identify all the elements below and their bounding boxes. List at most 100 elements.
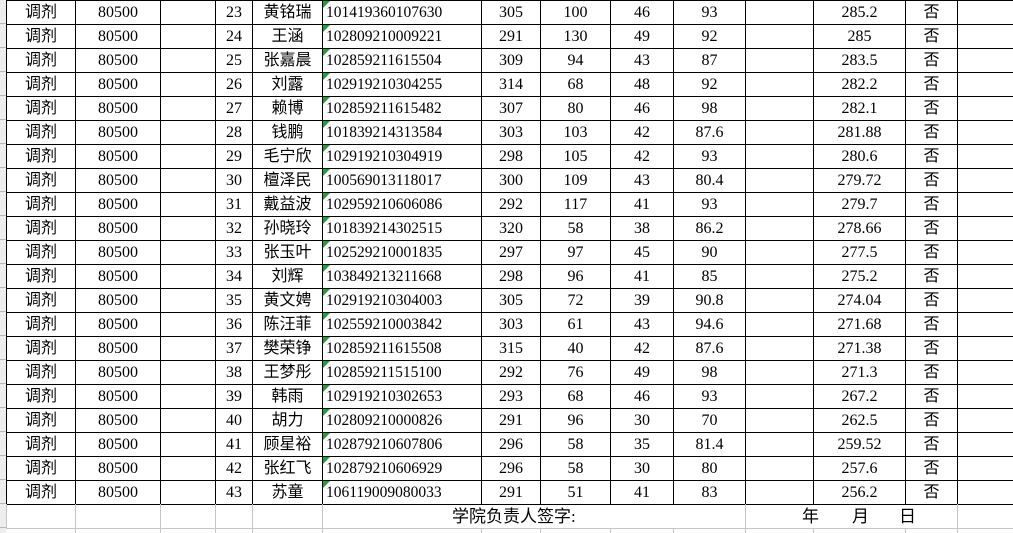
cell-rank[interactable]: 23: [215, 0, 253, 25]
cell-candidate-id[interactable]: 102859211615504: [322, 48, 482, 73]
cell-blank-a[interactable]: [160, 24, 216, 49]
cell-total-score[interactable]: 285: [813, 24, 906, 49]
cell-candidate-id[interactable]: 101419360107630: [322, 0, 482, 25]
cell-score-written[interactable]: 103: [540, 120, 611, 145]
cell-total-score[interactable]: 271.38: [813, 336, 906, 361]
cell-blank-c[interactable]: [957, 288, 1013, 313]
cell-blank-b[interactable]: [745, 336, 814, 361]
cell-major-code[interactable]: 80500: [75, 96, 161, 121]
cell-name[interactable]: 胡力: [252, 408, 323, 433]
cell-score-b[interactable]: 49: [610, 24, 674, 49]
cell-category[interactable]: 调剂: [6, 48, 76, 73]
cell-score-written[interactable]: 68: [540, 384, 611, 409]
cell-score-b[interactable]: 42: [610, 120, 674, 145]
cell-admitted-flag[interactable]: 否: [905, 312, 958, 337]
cell-blank-b[interactable]: [745, 360, 814, 385]
cell-blank-c[interactable]: [957, 168, 1013, 193]
cell-major-code[interactable]: 80500: [75, 264, 161, 289]
cell-blank-c[interactable]: [957, 480, 1013, 505]
cell-total-score[interactable]: 278.66: [813, 216, 906, 241]
cell-blank-b[interactable]: [745, 216, 814, 241]
cell-blank-a[interactable]: [160, 456, 216, 481]
cell-total-score[interactable]: 279.72: [813, 168, 906, 193]
cell-score-interview[interactable]: 92: [673, 24, 746, 49]
cell-score-b[interactable]: 43: [610, 48, 674, 73]
cell-admitted-flag[interactable]: 否: [905, 288, 958, 313]
cell-admitted-flag[interactable]: 否: [905, 408, 958, 433]
cell-blank-c[interactable]: [957, 456, 1013, 481]
cell-total-score[interactable]: 282.2: [813, 72, 906, 97]
cell-name[interactable]: 张红飞: [252, 456, 323, 481]
cell-candidate-id[interactable]: 102919210302653: [322, 384, 482, 409]
cell-score-initial[interactable]: 320: [481, 216, 541, 241]
cell-blank-b[interactable]: [745, 432, 814, 457]
cell-blank-a[interactable]: [160, 120, 216, 145]
cell-major-code[interactable]: 80500: [75, 408, 161, 433]
cell-major-code[interactable]: 80500: [75, 0, 161, 25]
cell-score-written[interactable]: 80: [540, 96, 611, 121]
cell-score-b[interactable]: 30: [610, 408, 674, 433]
cell-score-initial[interactable]: 298: [481, 264, 541, 289]
cell-admitted-flag[interactable]: 否: [905, 432, 958, 457]
cell-major-code[interactable]: 80500: [75, 288, 161, 313]
cell-category[interactable]: 调剂: [6, 240, 76, 265]
cell-blank-c[interactable]: [957, 216, 1013, 241]
cell-rank[interactable]: 36: [215, 312, 253, 337]
cell-score-initial[interactable]: 292: [481, 192, 541, 217]
cell-score-interview[interactable]: 83: [673, 480, 746, 505]
year-label[interactable]: 年: [802, 507, 819, 526]
cell-total-score[interactable]: 267.2: [813, 384, 906, 409]
cell-rank[interactable]: 43: [215, 480, 253, 505]
cell-major-code[interactable]: 80500: [75, 48, 161, 73]
cell-name[interactable]: 张玉叶: [252, 240, 323, 265]
cell-blank-a[interactable]: [160, 336, 216, 361]
cell-blank-c[interactable]: [957, 360, 1013, 385]
cell-score-b[interactable]: 48: [610, 72, 674, 97]
cell-score-b[interactable]: 42: [610, 144, 674, 169]
cell-blank-c[interactable]: [957, 96, 1013, 121]
cell-admitted-flag[interactable]: 否: [905, 24, 958, 49]
cell-score-initial[interactable]: 292: [481, 360, 541, 385]
cell-score-written[interactable]: 58: [540, 216, 611, 241]
cell-score-b[interactable]: 30: [610, 456, 674, 481]
cell-blank-a[interactable]: [160, 144, 216, 169]
signature-label[interactable]: 学院负责人签字:: [452, 507, 576, 526]
cell-score-interview[interactable]: 86.2: [673, 216, 746, 241]
cell-name[interactable]: 刘辉: [252, 264, 323, 289]
cell-score-initial[interactable]: 314: [481, 72, 541, 97]
cell-blank-b[interactable]: [745, 0, 814, 25]
cell-score-interview[interactable]: 85: [673, 264, 746, 289]
cell-name[interactable]: 檀泽民: [252, 168, 323, 193]
cell-total-score[interactable]: 262.5: [813, 408, 906, 433]
cell-admitted-flag[interactable]: 否: [905, 216, 958, 241]
cell-score-b[interactable]: 49: [610, 360, 674, 385]
cell-candidate-id[interactable]: 106119009080033: [322, 480, 482, 505]
cell-candidate-id[interactable]: 102809210000826: [322, 408, 482, 433]
cell-major-code[interactable]: 80500: [75, 360, 161, 385]
cell-blank-c[interactable]: [957, 0, 1013, 25]
cell-admitted-flag[interactable]: 否: [905, 48, 958, 73]
cell-category[interactable]: 调剂: [6, 288, 76, 313]
cell-admitted-flag[interactable]: 否: [905, 264, 958, 289]
cell-major-code[interactable]: 80500: [75, 240, 161, 265]
cell-major-code[interactable]: 80500: [75, 120, 161, 145]
cell-score-written[interactable]: 58: [540, 432, 611, 457]
cell-score-b[interactable]: 41: [610, 264, 674, 289]
cell-category[interactable]: 调剂: [6, 192, 76, 217]
cell-category[interactable]: 调剂: [6, 216, 76, 241]
cell-score-written[interactable]: 51: [540, 480, 611, 505]
cell-rank[interactable]: 35: [215, 288, 253, 313]
cell-major-code[interactable]: 80500: [75, 144, 161, 169]
cell-score-initial[interactable]: 293: [481, 384, 541, 409]
cell-score-initial[interactable]: 315: [481, 336, 541, 361]
cell-rank[interactable]: 29: [215, 144, 253, 169]
cell-category[interactable]: 调剂: [6, 360, 76, 385]
cell-total-score[interactable]: 282.1: [813, 96, 906, 121]
cell-candidate-id[interactable]: 101839214313584: [322, 120, 482, 145]
cell-candidate-id[interactable]: 102879210606929: [322, 456, 482, 481]
cell-category[interactable]: 调剂: [6, 96, 76, 121]
cell-score-b[interactable]: 38: [610, 216, 674, 241]
cell-admitted-flag[interactable]: 否: [905, 336, 958, 361]
day-label[interactable]: 日: [899, 507, 916, 526]
cell-score-b[interactable]: 43: [610, 312, 674, 337]
